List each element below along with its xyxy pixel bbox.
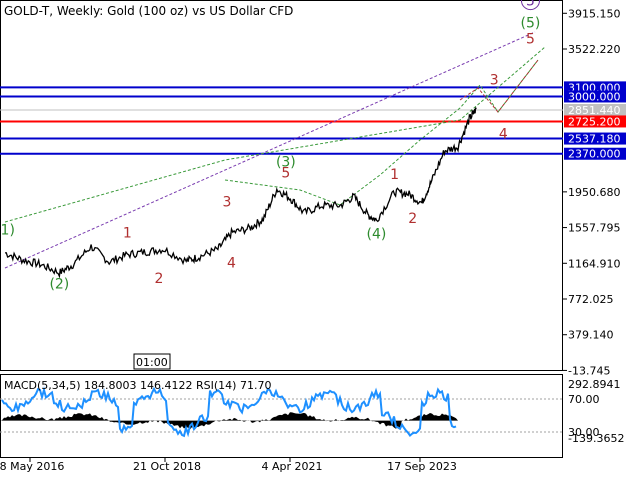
time-tick-label-2: 4 Apr 2021: [261, 460, 322, 473]
level-tag-bg-5: [564, 147, 626, 160]
price-tick-label-4: 1164.910: [568, 257, 621, 270]
price-axis: 3915.150 3522.220 1950.680 1557.795 1164.910…: [563, 7, 621, 377]
wave-label-9: 1: [390, 167, 399, 183]
time-tick-label-0: 8 May 2016: [0, 460, 64, 473]
price-line: [4, 107, 477, 279]
wave-label-2: 1: [123, 225, 132, 241]
chart-title: GOLD-T, Weekly: Gold (100 oz) vs US Doll…: [4, 4, 293, 18]
price-tick-label-0: 3915.150: [568, 7, 621, 20]
main-plot-frame: [0, 0, 563, 371]
wave-label-11: 3: [490, 73, 499, 89]
time-tick-label-1: 21 Oct 2018: [133, 460, 201, 473]
level-tag-label-2: 2851.440: [568, 104, 621, 117]
price-tick-label-3: 1557.795: [568, 222, 621, 235]
red-forecast-line: [459, 59, 539, 113]
indicator-panel: 292.8941 70.00 30.00-139.3652: [0, 378, 624, 445]
wave-label-10: 2: [408, 211, 417, 227]
horizontal-levels: [0, 86, 563, 155]
time-badge-label: 01:00: [136, 356, 168, 369]
wave-label-8: (4): [367, 226, 387, 242]
level-tags: 3100.0003000.0002851.4402725.2002537.180…: [564, 81, 626, 161]
rsi-line: [1, 386, 457, 438]
level-tag-bg-2: [564, 103, 626, 116]
wave-label-1: (2): [49, 276, 69, 292]
wave-label-5: 4: [227, 255, 236, 271]
wave-label-12: 4: [499, 126, 508, 142]
level-tag-bg-4: [564, 132, 626, 145]
wave-label-13: 5: [526, 32, 535, 48]
wave-circle-15: [520, 0, 540, 11]
level-tag-label-3: 2725.200: [568, 115, 621, 128]
time-tick-label-3: 17 Sep 2023: [387, 460, 457, 473]
level-tag-bg-3: [564, 115, 626, 128]
indicator-title: MACD(5,34,5) 184.8003 146.4122 RSI(14) 7…: [4, 379, 271, 392]
green-zigzag-line: [224, 59, 539, 206]
trend-channels: [4, 31, 546, 269]
indicator-tick-label-0: 292.8941: [568, 378, 621, 391]
indicator-tick-label-2: 30.00: [568, 426, 600, 439]
wave-label-6: (3): [276, 154, 296, 170]
price-tick-label-2: 1950.680: [568, 186, 621, 199]
price-tick-label-1: 3522.220: [568, 43, 621, 56]
wave-label-7: 5: [281, 165, 290, 181]
time-axis: 8 May 2016 21 Oct 2018 4 Apr 2021 17 Sep 20…: [0, 458, 457, 473]
wave-label-4: 3: [223, 194, 232, 210]
level-tag-label-4: 2537.180: [568, 133, 621, 146]
wave-label-15: 5: [526, 0, 535, 10]
indicator-tick-label-3: -139.3652: [568, 432, 624, 445]
wave-label-0: (1): [0, 223, 15, 239]
level-tag-label-1: 3000.000: [568, 90, 621, 103]
time-badge: 01:00: [133, 353, 171, 370]
wave-label-3: 2: [155, 271, 164, 287]
level-tag-label-5: 2370.000: [568, 148, 621, 161]
price-tick-label-7: -13.745: [568, 364, 610, 377]
wave-label-14: (5): [521, 15, 541, 31]
indicator-tick-label-1: 70.00: [568, 393, 600, 406]
level-tag-bg-1: [564, 90, 626, 103]
green-channel-line: [4, 46, 546, 223]
price-tick-label-6: 379.140: [568, 329, 614, 342]
purple-channel-line: [4, 31, 536, 269]
price-series: [4, 107, 477, 279]
price-tick-label-5: 772.025: [568, 293, 614, 306]
level-tag-bg-0: [564, 81, 626, 94]
